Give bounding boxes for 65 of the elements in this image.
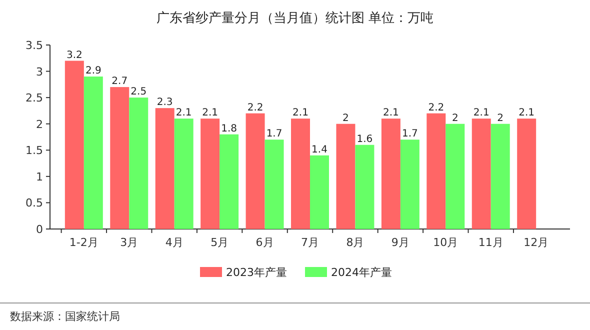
data-label: 2.1 xyxy=(382,108,399,119)
data-label: 2.5 xyxy=(130,86,147,98)
y-tick-label: 0 xyxy=(36,223,43,236)
bar xyxy=(291,118,310,229)
x-tick-label: 8月 xyxy=(346,236,364,249)
x-tick-label: 9月 xyxy=(391,236,410,249)
y-tick-label: 2 xyxy=(36,118,43,131)
data-label: 2 xyxy=(452,112,458,124)
y-tick-label: 3.5 xyxy=(26,39,43,52)
bar xyxy=(472,118,491,229)
bar xyxy=(381,118,400,229)
bar xyxy=(220,134,239,229)
data-label: 2.1 xyxy=(518,108,535,119)
legend-label: 2024年产量 xyxy=(331,266,392,279)
data-label: 2.1 xyxy=(202,108,218,119)
bar xyxy=(336,124,356,229)
bar xyxy=(490,124,510,229)
x-tick-label: 6月 xyxy=(256,236,274,249)
data-label: 2.9 xyxy=(85,66,102,77)
bar xyxy=(174,118,194,229)
data-label: 2 xyxy=(497,112,504,124)
bar xyxy=(517,118,536,229)
bar xyxy=(64,60,84,229)
x-tick-label: 7月 xyxy=(301,236,319,249)
data-label: 2.1 xyxy=(176,108,192,119)
data-label: 2.2 xyxy=(428,102,444,114)
x-tick-label: 4月 xyxy=(165,236,184,249)
data-label: 1.4 xyxy=(312,144,328,156)
data-label: 3.2 xyxy=(66,50,82,61)
bar xyxy=(155,108,174,229)
data-label: 2.7 xyxy=(112,76,128,88)
data-label: 2.3 xyxy=(156,97,173,108)
bar xyxy=(426,113,446,229)
bar xyxy=(264,140,284,229)
legend-label: 2023年产量 xyxy=(226,266,287,279)
data-label: 1.8 xyxy=(221,123,238,134)
bar xyxy=(446,124,465,229)
chart-title: 广东省纱产量分月（当月值）统计图 单位：万吨 xyxy=(156,11,434,26)
bar xyxy=(400,140,420,229)
source-note: 数据来源：国家统计局 xyxy=(10,310,120,323)
bar xyxy=(355,144,374,229)
bar xyxy=(129,98,148,229)
bar xyxy=(110,87,130,229)
y-tick-label: 1.5 xyxy=(26,144,43,158)
bar xyxy=(200,118,220,229)
data-label: 2.2 xyxy=(247,102,264,114)
bar xyxy=(246,113,265,229)
x-tick-label: 12月 xyxy=(524,236,549,249)
x-tick-label: 10月 xyxy=(433,236,458,249)
x-tick-label: 3月 xyxy=(120,236,138,249)
bar xyxy=(84,76,103,229)
bar xyxy=(310,155,329,229)
data-label: 1.7 xyxy=(402,128,418,140)
y-tick-label: 1 xyxy=(36,170,43,184)
x-tick-label: 5月 xyxy=(210,236,229,249)
data-label: 2.1 xyxy=(473,108,490,119)
data-label: 2.1 xyxy=(292,108,308,119)
data-label: 1.7 xyxy=(266,128,282,140)
x-tick-label: 1-2月 xyxy=(69,236,98,249)
data-label: 2 xyxy=(342,112,349,124)
y-tick-label: 0.5 xyxy=(26,196,43,210)
x-tick-label: 11月 xyxy=(478,236,504,249)
data-label: 1.6 xyxy=(356,134,373,145)
y-tick-label: 3 xyxy=(36,65,43,78)
y-tick-label: 2.5 xyxy=(26,92,43,105)
